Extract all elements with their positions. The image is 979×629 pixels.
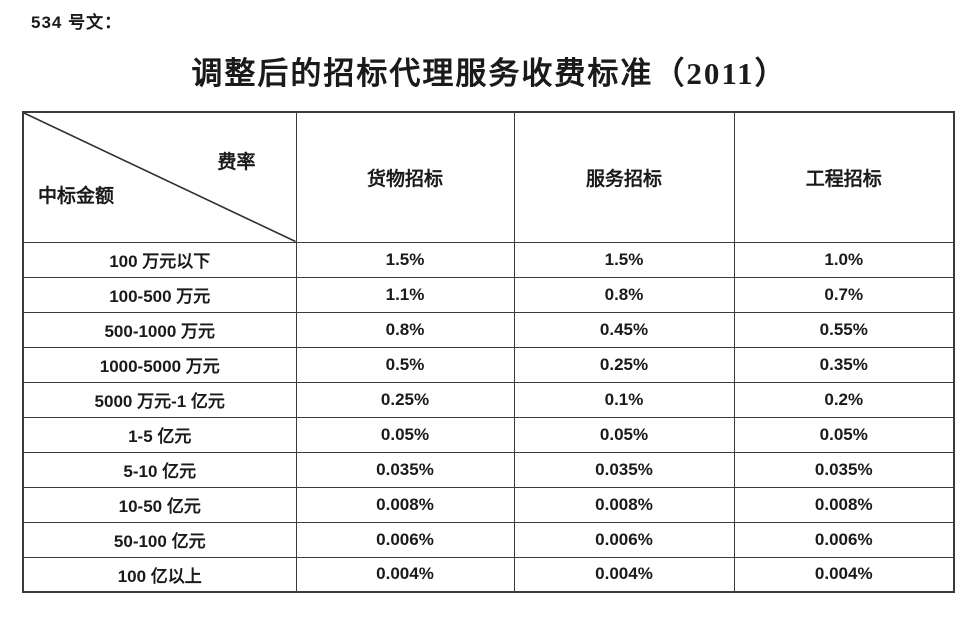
rate-cell: 0.45% bbox=[513, 311, 735, 348]
rate-cell: 0.008% bbox=[733, 486, 955, 523]
row-label: 5-10 亿元 bbox=[22, 451, 297, 488]
fee-rate-table: 费率 中标金额 货物招标 服务招标 工程招标 100 万元以下 1.5% 1.5… bbox=[22, 111, 955, 593]
rate-cell: 0.7% bbox=[733, 276, 955, 313]
rate-cell: 0.1% bbox=[513, 381, 735, 418]
row-label: 10-50 亿元 bbox=[22, 486, 297, 523]
diagonal-corner-cell: 费率 中标金额 bbox=[22, 111, 297, 243]
table-row: 1-5 亿元 0.05% 0.05% 0.05% bbox=[22, 416, 955, 453]
corner-label-bid-amount: 中标金额 bbox=[38, 186, 115, 207]
rate-cell: 0.05% bbox=[295, 416, 515, 453]
page-title: 调整后的招标代理服务收费标准（2011） bbox=[191, 56, 788, 91]
rate-cell: 0.035% bbox=[513, 451, 735, 488]
row-label: 1000-5000 万元 bbox=[22, 346, 297, 383]
rate-cell: 1.5% bbox=[295, 241, 515, 278]
rate-cell: 0.035% bbox=[733, 451, 955, 488]
rate-cell: 0.2% bbox=[733, 381, 955, 418]
header-row: 费率 中标金额 货物招标 服务招标 工程招标 bbox=[22, 111, 955, 243]
column-header-goods: 货物招标 bbox=[295, 111, 515, 243]
rate-cell: 1.1% bbox=[295, 276, 515, 313]
table-row: 5000 万元-1 亿元 0.25% 0.1% 0.2% bbox=[22, 381, 955, 418]
row-label: 100 亿以上 bbox=[22, 556, 297, 593]
rate-cell: 0.008% bbox=[295, 486, 515, 523]
corner-label-fee-rate: 费率 bbox=[217, 152, 256, 173]
rate-cell: 0.35% bbox=[733, 346, 955, 383]
row-label: 1-5 亿元 bbox=[22, 416, 297, 453]
rate-cell: 0.004% bbox=[733, 556, 955, 593]
rate-cell: 1.0% bbox=[733, 241, 955, 278]
rate-cell: 0.8% bbox=[513, 276, 735, 313]
column-header-engineering: 工程招标 bbox=[733, 111, 955, 243]
rate-cell: 0.05% bbox=[733, 416, 955, 453]
rate-cell: 1.5% bbox=[513, 241, 735, 278]
rate-cell: 0.55% bbox=[733, 311, 955, 348]
table-row: 100 万元以下 1.5% 1.5% 1.0% bbox=[22, 241, 955, 278]
table-row: 500-1000 万元 0.8% 0.45% 0.55% bbox=[22, 311, 955, 348]
rate-cell: 0.035% bbox=[295, 451, 515, 488]
row-label: 500-1000 万元 bbox=[22, 311, 297, 348]
row-label: 5000 万元-1 亿元 bbox=[22, 381, 297, 418]
diagonal-divider-line bbox=[24, 113, 296, 242]
doc-number-label: 534 号文： bbox=[31, 13, 123, 32]
row-label: 100-500 万元 bbox=[22, 276, 297, 313]
rate-cell: 0.25% bbox=[513, 346, 735, 383]
table-row: 5-10 亿元 0.035% 0.035% 0.035% bbox=[22, 451, 955, 488]
rate-cell: 0.008% bbox=[513, 486, 735, 523]
column-header-services: 服务招标 bbox=[513, 111, 735, 243]
rate-cell: 0.8% bbox=[295, 311, 515, 348]
rate-cell: 0.006% bbox=[513, 521, 735, 558]
table-row: 50-100 亿元 0.006% 0.006% 0.006% bbox=[22, 521, 955, 558]
table-row: 10-50 亿元 0.008% 0.008% 0.008% bbox=[22, 486, 955, 523]
table-row: 1000-5000 万元 0.5% 0.25% 0.35% bbox=[22, 346, 955, 383]
row-label: 50-100 亿元 bbox=[22, 521, 297, 558]
rate-cell: 0.5% bbox=[295, 346, 515, 383]
rate-cell: 0.004% bbox=[295, 556, 515, 593]
rate-cell: 0.25% bbox=[295, 381, 515, 418]
row-label: 100 万元以下 bbox=[22, 241, 297, 278]
rate-cell: 0.006% bbox=[733, 521, 955, 558]
table-row: 100-500 万元 1.1% 0.8% 0.7% bbox=[22, 276, 955, 313]
rate-cell: 0.05% bbox=[513, 416, 735, 453]
rate-cell: 0.006% bbox=[295, 521, 515, 558]
table-row: 100 亿以上 0.004% 0.004% 0.004% bbox=[22, 556, 955, 593]
rate-cell: 0.004% bbox=[513, 556, 735, 593]
